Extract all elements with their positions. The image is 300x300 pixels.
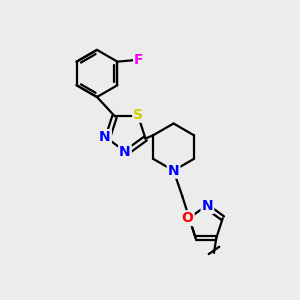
Text: N: N: [99, 130, 111, 144]
Text: N: N: [168, 164, 179, 178]
Text: N: N: [202, 199, 213, 213]
Text: S: S: [133, 108, 143, 122]
Text: N: N: [119, 146, 131, 159]
Text: O: O: [182, 211, 194, 225]
Text: F: F: [134, 53, 144, 67]
